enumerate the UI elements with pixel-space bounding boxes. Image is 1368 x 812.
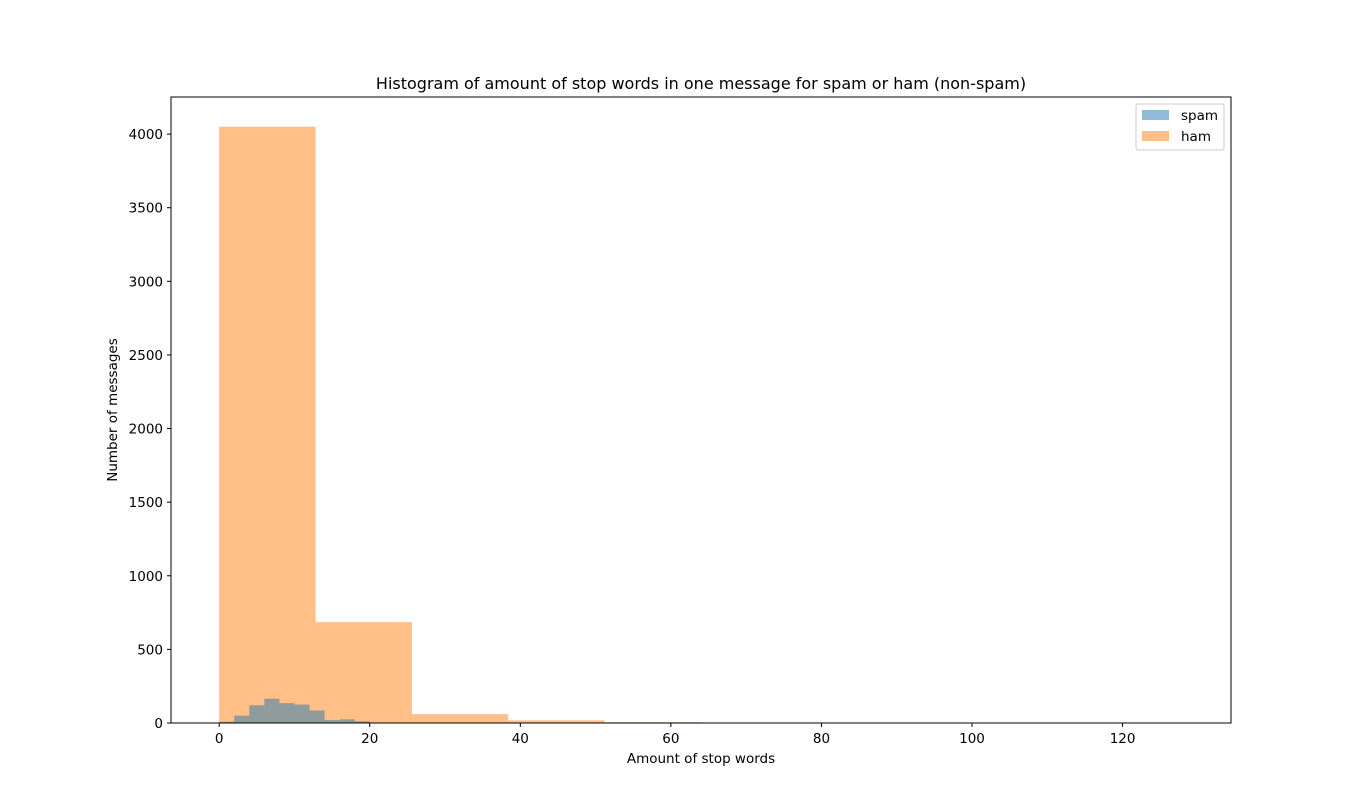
y-tick-label: 2000	[129, 422, 163, 438]
x-tick-label: 40	[512, 731, 529, 747]
legend-swatch-spam	[1142, 110, 1169, 120]
y-axis-label: Number of messages	[105, 338, 121, 482]
bar-spam	[309, 710, 325, 723]
y-tick-label: 3000	[129, 274, 163, 290]
legend-label-ham: ham	[1181, 129, 1211, 145]
bar-spam	[264, 698, 280, 723]
y-tick-label: 500	[137, 642, 163, 658]
bar-spam	[279, 703, 295, 723]
y-axis-ticks: 0 500 1000 1500 2000 2500 3000 3500 4000	[129, 127, 171, 732]
x-tick-label: 20	[361, 731, 378, 747]
x-tick-label: 100	[959, 731, 985, 747]
x-tick-label: 60	[662, 731, 679, 747]
x-tick-label: 0	[215, 731, 224, 747]
legend: spam ham	[1135, 103, 1225, 151]
bars-layer	[219, 126, 1183, 724]
bar-spam	[234, 715, 250, 723]
bar-spam	[219, 721, 235, 723]
plot-frame	[170, 96, 1232, 724]
y-tick-label: 2500	[129, 348, 163, 364]
y-tick-label: 4000	[129, 127, 163, 143]
x-tick-label: 80	[813, 731, 830, 747]
bar-ham	[508, 720, 605, 723]
y-tick-label: 1000	[129, 569, 163, 585]
bar-spam	[324, 720, 340, 723]
legend-label-spam: spam	[1181, 108, 1218, 124]
y-tick-label: 0	[154, 716, 163, 732]
bar-spam	[249, 705, 265, 723]
y-tick-label: 1500	[129, 495, 163, 511]
legend-swatch-ham	[1142, 131, 1169, 141]
bar-ham	[411, 714, 509, 723]
x-tick-label: 120	[1110, 731, 1136, 747]
bar-ham	[219, 126, 316, 723]
bar-spam	[339, 719, 355, 723]
x-axis-label: Amount of stop words	[627, 751, 775, 767]
y-tick-label: 3500	[129, 201, 163, 217]
bar-spam	[294, 704, 310, 723]
chart-title: Histogram of amount of stop words in one…	[376, 74, 1026, 93]
bar-spam	[354, 721, 370, 723]
x-axis-ticks: 0 20 40 60 80 100 120	[215, 723, 1136, 747]
bar-ham	[315, 622, 412, 723]
